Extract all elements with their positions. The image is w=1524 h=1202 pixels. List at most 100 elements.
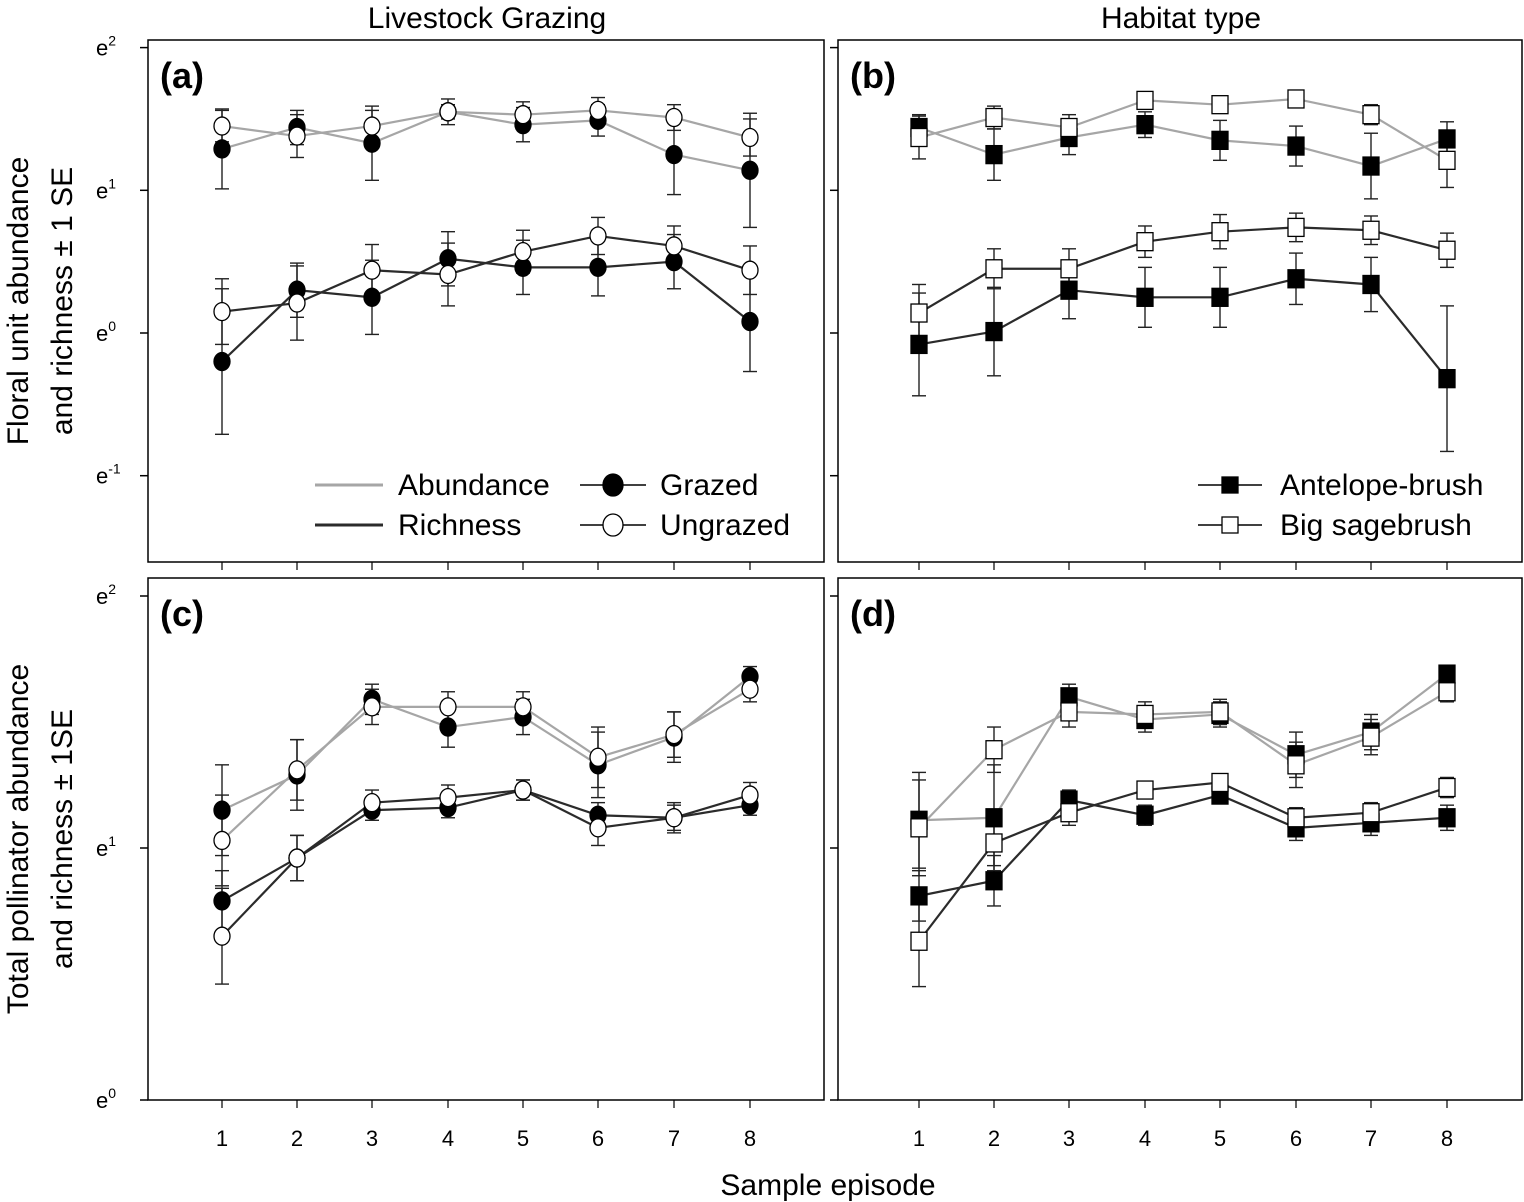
data-point	[439, 697, 457, 717]
legend-label: Grazed	[660, 469, 758, 502]
x-tick-label: 3	[366, 1126, 378, 1151]
data-point	[589, 100, 607, 121]
data-point	[439, 102, 457, 122]
x-tick-label: 6	[592, 1126, 604, 1151]
data-point	[589, 257, 607, 278]
x-tick-label: 5	[517, 1126, 529, 1151]
data-point	[985, 740, 1003, 760]
data-point	[363, 133, 381, 153]
x-tick-label: 4	[442, 1126, 454, 1151]
data-point	[985, 871, 1003, 891]
data-point	[910, 818, 928, 838]
data-point	[213, 926, 231, 946]
column-title: Livestock Grazing	[368, 2, 606, 35]
data-point	[439, 264, 457, 285]
data-point	[1438, 240, 1456, 260]
data-point	[589, 747, 607, 767]
data-point	[665, 144, 683, 165]
data-point	[1287, 89, 1305, 109]
data-point	[741, 160, 759, 180]
legend-label: Antelope-brush	[1280, 469, 1483, 502]
x-tick-label: 7	[668, 1126, 680, 1151]
data-point	[1287, 217, 1305, 238]
x-tick-label: 2	[291, 1126, 303, 1151]
y-axis-title: Total pollinator abundance	[2, 664, 35, 1014]
legend-label: Richness	[398, 509, 521, 542]
data-point	[741, 311, 759, 332]
data-point	[363, 287, 381, 307]
x-tick-label: 5	[1214, 1126, 1226, 1151]
data-point	[1362, 803, 1380, 823]
data-point	[288, 126, 306, 146]
data-point	[439, 787, 457, 808]
data-point	[514, 105, 532, 125]
data-point	[665, 107, 683, 128]
series-line	[918, 673, 1448, 822]
data-point	[213, 800, 231, 820]
data-point	[213, 351, 231, 372]
plot-frame	[837, 577, 1523, 1101]
x-tick-label: 7	[1365, 1126, 1377, 1151]
data-point	[1060, 117, 1078, 138]
panel-c: (c)	[147, 577, 825, 1101]
data-point	[1287, 808, 1305, 828]
data-point	[1136, 805, 1154, 825]
x-tick-label: 1	[913, 1126, 925, 1151]
data-point	[1362, 105, 1380, 125]
data-point	[1211, 222, 1229, 242]
data-point	[213, 830, 231, 851]
x-axis-title: Sample episode	[720, 1169, 935, 1202]
series-line	[918, 690, 1448, 829]
data-point	[741, 260, 759, 280]
x-tick-label: 8	[1441, 1126, 1453, 1151]
data-point	[213, 116, 231, 136]
data-point	[1438, 777, 1456, 798]
data-point	[1060, 803, 1078, 823]
series-line	[918, 277, 1448, 380]
data-point	[1211, 702, 1229, 722]
data-point	[741, 679, 759, 699]
x-tick-label: 8	[744, 1126, 756, 1151]
data-point	[1438, 682, 1456, 702]
x-tick-label: 4	[1139, 1126, 1151, 1151]
data-point	[514, 242, 532, 262]
series-line	[221, 688, 751, 842]
y-tick-label: e2	[96, 33, 116, 61]
plot-frame	[147, 577, 825, 1101]
y-tick-label: e0	[96, 1085, 116, 1113]
data-point	[589, 226, 607, 246]
y-tick-label: e1	[96, 833, 116, 861]
panel-a: (a) Abundance Richness Grazed Ungrazed	[147, 39, 825, 563]
data-point	[1211, 130, 1229, 151]
y-tick-label: e2	[96, 581, 116, 609]
legend-label: Ungrazed	[660, 509, 790, 542]
panel-d: (d)	[837, 577, 1523, 1101]
data-point	[363, 260, 381, 280]
data-point	[1287, 136, 1305, 156]
data-point	[213, 891, 231, 911]
series-line	[221, 788, 751, 902]
data-point	[1060, 280, 1078, 300]
series-line	[221, 109, 751, 139]
data-point	[910, 931, 928, 951]
data-point	[1136, 232, 1154, 252]
data-point	[910, 334, 928, 355]
data-point	[1362, 727, 1380, 747]
legend-marker	[1221, 516, 1239, 534]
panel-b: (b) Antelope-brush Big sagebrush	[837, 39, 1523, 563]
data-point	[1060, 702, 1078, 722]
legend-label: Abundance	[398, 469, 550, 502]
data-point	[910, 886, 928, 906]
data-point	[1287, 269, 1305, 289]
data-point	[363, 792, 381, 813]
plot-frame	[147, 39, 825, 563]
data-point	[1438, 664, 1456, 684]
y-tick-label: e1	[96, 175, 116, 203]
series-line	[918, 97, 1448, 162]
data-point	[1287, 755, 1305, 775]
data-point	[741, 127, 759, 148]
legend-marker	[602, 473, 624, 497]
data-point	[1211, 95, 1229, 115]
data-point	[985, 259, 1003, 279]
